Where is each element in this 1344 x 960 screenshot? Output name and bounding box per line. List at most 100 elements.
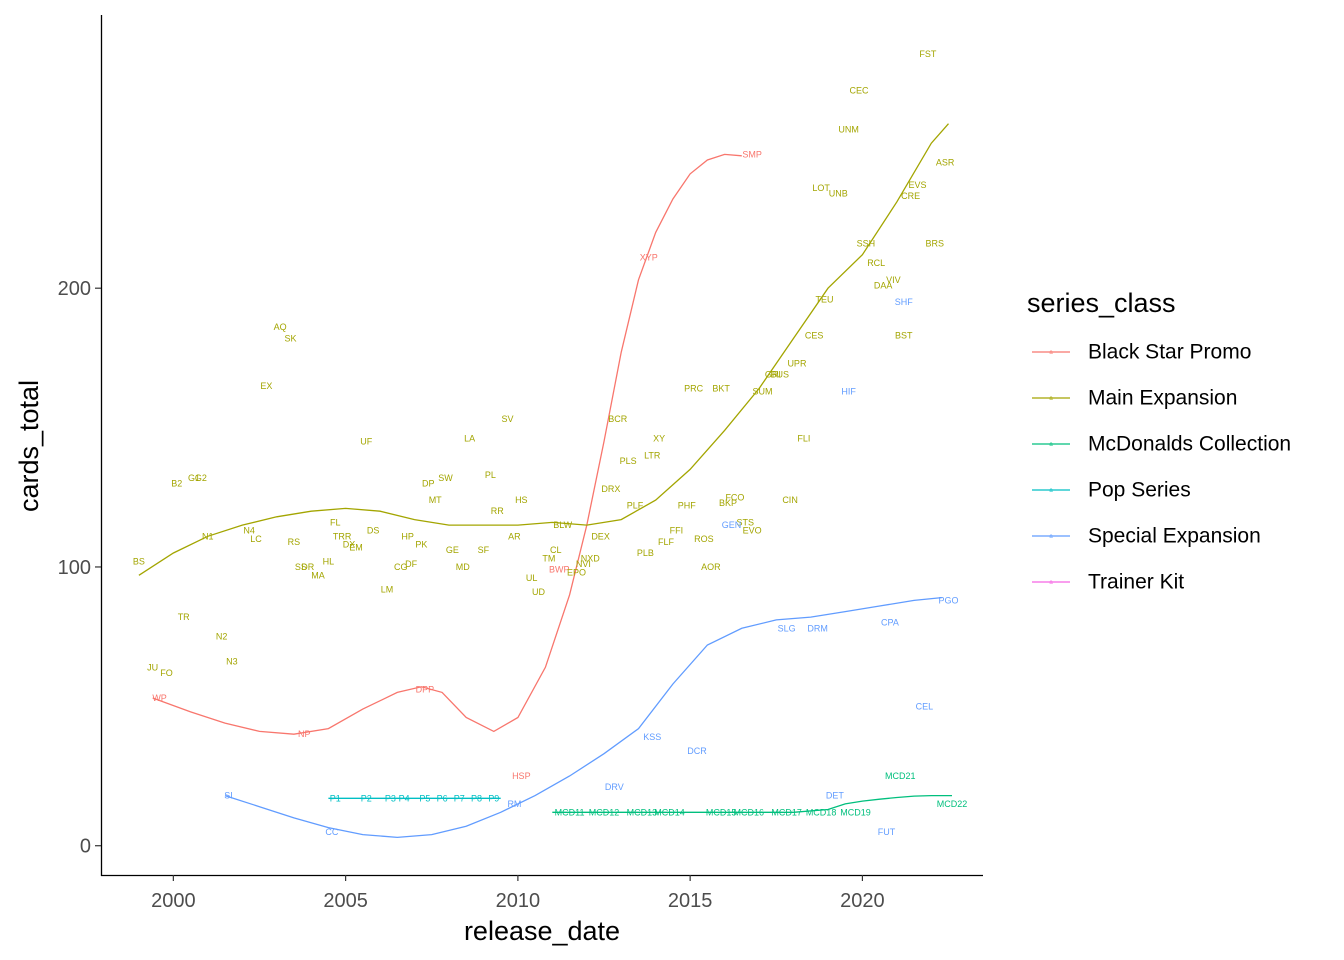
point-label: CIN xyxy=(782,495,798,505)
point-label: CG xyxy=(394,562,408,572)
point-label: UNB xyxy=(829,188,848,198)
point-label: CL xyxy=(550,545,562,555)
point-label: FLF xyxy=(658,537,675,547)
legend-key-glyph: a xyxy=(1049,580,1053,586)
point-label: AQ xyxy=(274,322,287,332)
point-label: N2 xyxy=(216,632,228,642)
point-label: MCD11 xyxy=(555,807,585,817)
point-label: FST xyxy=(919,49,937,59)
point-label: SF xyxy=(478,545,490,555)
point-label: B2 xyxy=(171,478,182,488)
point-label: HS xyxy=(515,495,528,505)
point-label: FUT xyxy=(878,827,896,837)
point-label: FFI xyxy=(670,526,684,536)
point-label: PLF xyxy=(627,501,644,511)
point-label: NP xyxy=(298,729,311,739)
point-label: DPP xyxy=(416,685,435,695)
point-label: P8 xyxy=(471,793,482,803)
point-label: LM xyxy=(381,584,394,594)
point-label: GEN xyxy=(722,520,742,530)
point-label: MT xyxy=(429,495,442,505)
point-label: SSH xyxy=(857,239,876,249)
point-label: BWP xyxy=(549,565,570,575)
point-label: N4 xyxy=(243,526,255,536)
point-label: BST xyxy=(895,331,913,341)
plot-area xyxy=(138,123,952,839)
trend-line-special-expansion xyxy=(224,596,942,839)
point-label: MCD18 xyxy=(806,807,837,817)
point-label: P2 xyxy=(361,793,372,803)
point-label: CEL xyxy=(916,701,934,711)
point-label: UNM xyxy=(838,124,859,134)
point-label: RM xyxy=(507,799,521,809)
point-label: LTR xyxy=(644,450,661,460)
point-label: FLI xyxy=(797,434,810,444)
point-label: MD xyxy=(456,562,470,572)
point-label: PHF xyxy=(678,501,697,511)
point-label: MCD14 xyxy=(654,807,685,817)
point-label: AR xyxy=(508,531,521,541)
point-label: MA xyxy=(311,570,325,580)
point-label: P3 xyxy=(385,793,396,803)
point-label: LA xyxy=(464,434,475,444)
legend-key-glyph: a xyxy=(1049,396,1053,402)
point-label: DX xyxy=(343,540,356,550)
point-label: TR xyxy=(178,612,190,622)
point-label: CC xyxy=(325,827,338,837)
point-label: SLG xyxy=(778,623,796,633)
point-label: GRI xyxy=(765,370,781,380)
point-label: RR xyxy=(491,506,504,516)
point-label: UL xyxy=(526,573,538,583)
point-label: CES xyxy=(805,331,824,341)
trend-line-mcdonalds-collection xyxy=(552,794,952,813)
point-label: MCD17 xyxy=(771,807,802,817)
x-tick-label: 2015 xyxy=(668,890,713,912)
point-label: N3 xyxy=(226,657,238,667)
y-axis-title: cards_total xyxy=(14,380,44,512)
point-label: P5 xyxy=(419,793,430,803)
point-label: HL xyxy=(323,556,335,566)
point-label: MCD12 xyxy=(589,807,620,817)
point-label: SI xyxy=(224,791,233,801)
point-label: PLB xyxy=(637,548,654,558)
point-label: MCD13 xyxy=(627,807,658,817)
point-label: JU xyxy=(147,662,158,672)
point-label: PL xyxy=(485,470,496,480)
point-label: LC xyxy=(250,534,262,544)
point-label: EX xyxy=(260,381,272,391)
trend-line-black-star-promo xyxy=(152,153,742,735)
point-label: P1 xyxy=(330,793,341,803)
point-label: EVS xyxy=(909,180,927,190)
point-label: EVO xyxy=(743,526,762,536)
point-label: VIV xyxy=(886,275,901,285)
x-tick-label: 2005 xyxy=(323,890,368,912)
point-label: FO xyxy=(160,668,173,678)
legend-key-glyph: a xyxy=(1049,442,1053,448)
point-label: STS xyxy=(737,517,755,527)
point-label: PRC xyxy=(684,384,704,394)
point-label: RCL xyxy=(867,258,885,268)
point-label: CEC xyxy=(849,85,869,95)
point-label: ROS xyxy=(694,534,714,544)
trend-line-main-expansion xyxy=(138,123,949,576)
legend-key-glyph: a xyxy=(1049,534,1053,540)
point-label: KSS xyxy=(643,732,661,742)
y-tick-label: 200 xyxy=(58,278,91,300)
x-tick-label: 2000 xyxy=(151,890,196,912)
point-label: UF xyxy=(360,437,372,447)
point-label: SW xyxy=(438,473,453,483)
point-label: SMP xyxy=(742,149,762,159)
point-label: TM xyxy=(542,554,555,564)
point-label: DP xyxy=(422,478,435,488)
point-label: MCD19 xyxy=(840,807,871,817)
point-label: G1 xyxy=(188,473,200,483)
point-label: DR xyxy=(301,562,314,572)
point-label: SUM xyxy=(753,386,773,396)
point-label: DCR xyxy=(687,746,707,756)
point-label: MCD21 xyxy=(885,771,916,781)
point-label: FCO xyxy=(725,492,744,502)
point-label: MCD15 xyxy=(706,807,737,817)
point-label: HP xyxy=(401,531,414,541)
legend-label: McDonalds Collection xyxy=(1088,433,1291,456)
point-label: TEU xyxy=(816,294,834,304)
